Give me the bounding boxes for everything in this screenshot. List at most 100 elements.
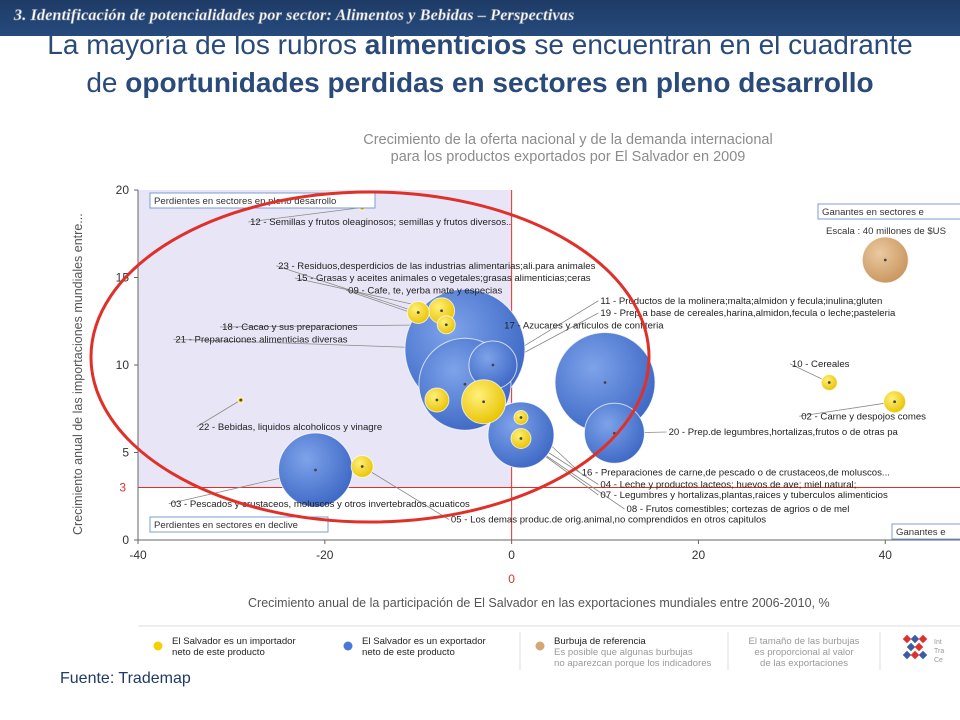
highlight-ellipse [89, 190, 651, 524]
bubble-label: 20 - Prep.de legumbres,hortalizas,frutos… [669, 427, 899, 438]
legend-dot-reference [535, 641, 545, 651]
bubble-label: 17 - Azucares y articulos de confiteria [504, 320, 664, 331]
bubble-label: 23 - Residuos,desperdicios de las indust… [278, 261, 595, 272]
bubble-label: 10 - Cereales [792, 359, 850, 370]
legend-text-line: El Salvador es un exportador [362, 636, 487, 647]
logo-block [914, 642, 924, 652]
bubble-label: 16 - Preparaciones de carne,de pescado o… [582, 467, 890, 478]
bubble-label: 02 - Carne y despojos comes [801, 411, 926, 422]
y-tick-label: 0 [122, 533, 129, 547]
bubble-center-dot [440, 309, 443, 313]
bubble-importer [510, 428, 532, 449]
bubble-label: 05 - Los demas produc.de orig.animal,no … [451, 515, 766, 526]
reference-x-label: 0 [508, 572, 515, 586]
bubble-center-dot [435, 398, 439, 402]
logo-block [902, 650, 912, 660]
bubble-center-dot [893, 400, 897, 404]
logo-block [918, 650, 928, 660]
bubble-importer [461, 379, 507, 425]
legend-text-line: Burbuja de referencia [554, 636, 646, 647]
legend-text-line: neto de este producto [362, 647, 455, 658]
bubble-center-dot [314, 468, 317, 472]
bubble-label: 09 - Cafe, te, yerba mate y especias [348, 285, 502, 296]
quadrant-label-top-left: Perdientes en sectores en pleno desarrol… [154, 196, 336, 207]
logo-block [910, 634, 920, 644]
bubble-importer [350, 455, 374, 478]
leader-line [220, 324, 447, 328]
headline: La mayoría de los rubros alimenticios se… [40, 26, 920, 118]
x-axis-label: Crecimiento anual de la participación de… [248, 596, 830, 610]
x-tick-label: 20 [692, 548, 706, 562]
section-title: 3. Identificación de potencialidades por… [14, 7, 575, 25]
x-tick-label: 0 [508, 548, 515, 562]
y-tick-label: 5 [122, 446, 129, 460]
chart-title-line: Crecimiento de la oferta nacional y de l… [363, 132, 772, 148]
headline-bold-2: oportunidades perdidas en sectores en pl… [125, 67, 874, 98]
bubble-center-dot [827, 381, 831, 384]
headline-bold-1: alimenticios [364, 29, 527, 60]
source-note: Fuente: Trademap [60, 670, 191, 687]
legend-dot-exporter [343, 641, 353, 651]
bubble-label: 07 - Legumbres y hortalizas,plantas,raic… [600, 490, 888, 501]
logo-block [918, 634, 928, 644]
logo-block [910, 650, 920, 660]
itc-logo [902, 634, 928, 660]
logo-block [906, 642, 916, 652]
quadrant-box-top-right [817, 203, 960, 220]
bubble-label: 11 - Productos de la molinera;malta;almi… [600, 296, 882, 307]
bubble-center-dot [491, 363, 495, 367]
reference-y-label: 3 [119, 481, 126, 495]
y-axis-label: Crecimiento anual de las importaciones m… [71, 213, 85, 535]
bubble-importer [820, 374, 838, 391]
quadrant-label-top-right: Ganantes en sectores e [822, 207, 924, 218]
bubble-label: 18 - Cacao y sus preparaciones [222, 322, 358, 333]
bubble-label: 22 - Bebidas, liquidos alcoholicos y vin… [199, 422, 382, 433]
bubble-importer [424, 387, 450, 413]
bubble-center-dot [519, 437, 523, 440]
bubble-center-dot [603, 381, 607, 384]
bubble-center-dot [463, 382, 467, 386]
quadrant-label-bottom-right: Ganantes e [896, 527, 946, 538]
bubble-center-dot [416, 311, 420, 314]
headline-part-1: La mayoría de los rubros [47, 29, 365, 60]
legend-text-line: neto de este producto [172, 647, 265, 658]
legend-text-line: no aparezcan porque los indicadores [554, 658, 712, 669]
x-tick-label: -40 [129, 548, 147, 562]
x-tick-label: 40 [879, 548, 893, 562]
bubble-exporter [277, 432, 353, 508]
y-tick-label: 10 [116, 358, 130, 372]
leader-line [361, 466, 450, 520]
leader-line [248, 207, 363, 223]
legend-text-line: Es posible que algunas burbujas [554, 647, 693, 658]
legend-text-line: El Salvador es un importador [172, 636, 297, 647]
leader-line [196, 399, 241, 428]
bubble-importer [436, 315, 456, 335]
bubble-importer [406, 301, 430, 324]
header-band [0, 0, 960, 36]
y-tick-label: 20 [116, 183, 130, 197]
legend-dot-importer [153, 641, 163, 651]
quadrant-box-bottom-left [149, 516, 329, 533]
bubble-center-dot [482, 400, 486, 404]
bubble-center-dot [883, 258, 887, 262]
leader-line [799, 401, 895, 417]
x-tick-label: -20 [316, 548, 334, 562]
bubble-reference [861, 236, 909, 284]
bubble-label: 03 - Pescados y crustaceos, moluscos y o… [171, 499, 470, 510]
headline-part-2: se encuentran en el cuadrante de [86, 29, 913, 98]
bubble-center-dot [519, 416, 523, 419]
quadrant-label-bottom-left: Perdientes en sectores en declive [154, 520, 298, 531]
bubble-label: 19 - Prep.a base de cereales,harina,almi… [600, 308, 896, 319]
bubble-label: 12 - Semillas y frutos oleaginosos; semi… [250, 217, 511, 228]
bubble-center-dot [239, 398, 243, 402]
size-note-line: El tamaño de las burbujas [749, 636, 860, 647]
bubble-importer [237, 396, 245, 404]
logo-text-line: Int [934, 639, 942, 646]
size-note-line: es proporcional al valor [754, 647, 854, 658]
scale-note: Escala : 40 millones de $US [826, 226, 946, 237]
leader-line [275, 265, 419, 313]
bubble-importer [513, 410, 529, 425]
quadrant-box-top-left [149, 192, 376, 209]
bubble-label: 04 - Leche y productos lacteos; huevos d… [600, 480, 856, 491]
bubble-importer [883, 390, 907, 414]
